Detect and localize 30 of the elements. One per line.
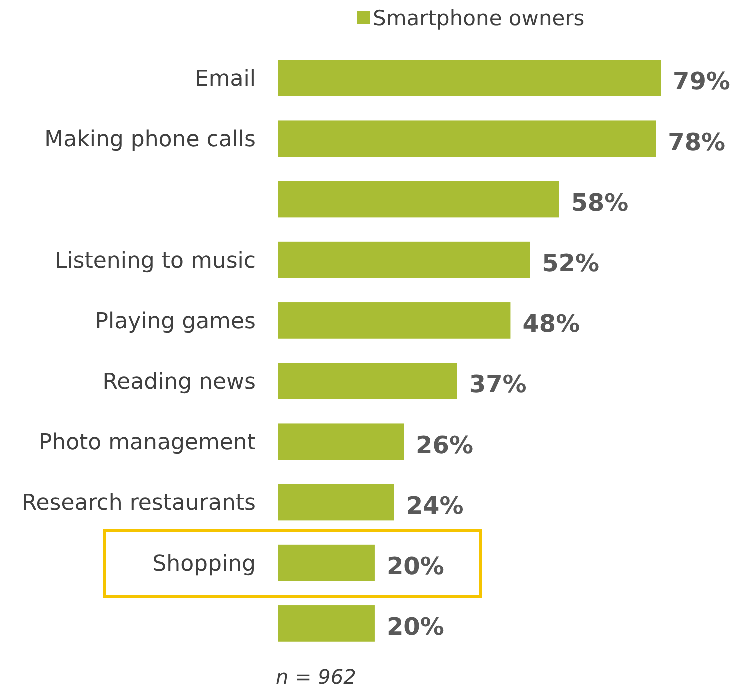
data-label: 20% (386, 552, 444, 580)
data-label: 37% (469, 370, 527, 399)
data-label: 48% (522, 310, 580, 338)
data-label: 78% (668, 128, 726, 156)
bar (278, 363, 458, 400)
data-label: 58% (571, 188, 629, 217)
bar (278, 181, 560, 218)
data-label: 24% (406, 492, 464, 520)
data-label: 52% (542, 250, 600, 278)
bar (278, 60, 661, 96)
y-tick-label: Photo management (38, 430, 256, 456)
y-tick-label: Reading news (102, 370, 256, 395)
bar (278, 424, 404, 460)
legend-label: Smartphone owners (373, 6, 585, 30)
bar (278, 484, 394, 521)
bar (278, 242, 530, 278)
y-tick-label: Shopping (152, 552, 256, 577)
y-tick-label: Playing games (95, 309, 256, 334)
bar (278, 606, 375, 642)
bar (278, 544, 375, 582)
y-tick-label: Research restaurants (22, 491, 256, 516)
data-label: 79% (673, 68, 730, 96)
y-tick-label: Email (194, 67, 256, 92)
y-tick-label: Making phone calls (44, 128, 256, 153)
text: n = 962 (276, 665, 356, 689)
data-label: 26% (416, 431, 474, 460)
bar (278, 302, 511, 339)
y-tick-label: Listening to music (54, 248, 256, 274)
data-label: 20% (386, 613, 444, 642)
bar (278, 120, 656, 158)
